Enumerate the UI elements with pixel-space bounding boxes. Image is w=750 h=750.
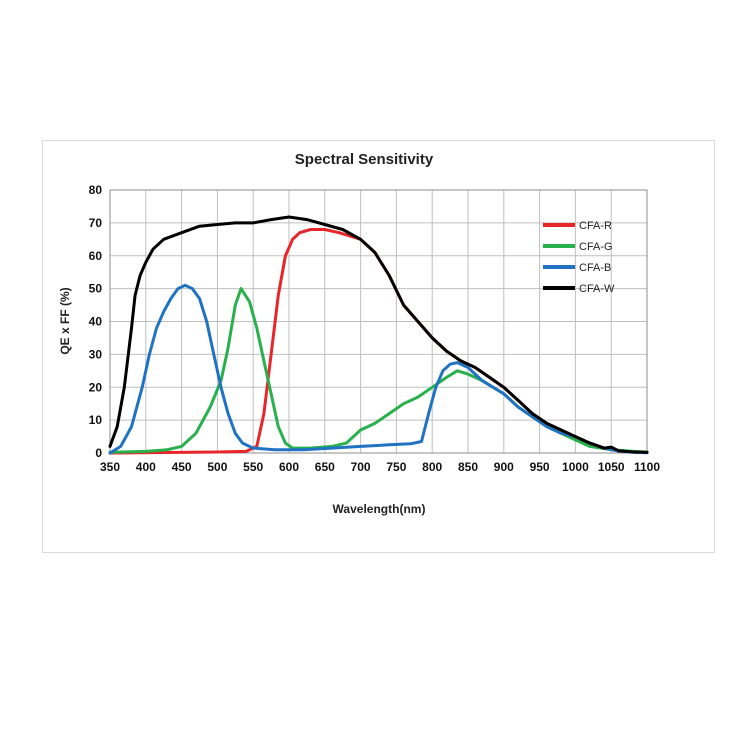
x-tick-label: 1100 <box>634 460 660 474</box>
x-tick-label: 750 <box>386 460 406 474</box>
y-tick-label: 10 <box>89 413 103 427</box>
series-layer <box>108 215 649 455</box>
series-line-cfa-g <box>108 287 649 454</box>
y-tick-label: 0 <box>95 446 102 460</box>
y-tick-label: 20 <box>89 380 103 394</box>
y-tick-label: 70 <box>89 216 103 230</box>
y-tick-label: 60 <box>89 249 103 263</box>
x-tick-label: 650 <box>315 460 335 474</box>
x-tick-label: 600 <box>279 460 299 474</box>
chart-svg: Spectral Sensitivity 350 400 450 500 550 600 6… <box>58 151 661 516</box>
x-tick-label: 550 <box>243 460 263 474</box>
x-tick-label: 450 <box>172 460 192 474</box>
x-tick-label: 700 <box>351 460 371 474</box>
x-tick-label: 800 <box>422 460 442 474</box>
legend-label: CFA-R <box>579 220 612 232</box>
x-tick-label: 1050 <box>598 460 625 474</box>
chart-title: Spectral Sensitivity <box>295 151 434 168</box>
chart-frame: Spectral Sensitivity 350 400 450 500 550 600 6… <box>42 140 715 553</box>
x-axis-label: Wavelength(nm) <box>333 502 426 516</box>
legend-label: CFA-B <box>579 262 611 274</box>
x-tick-label: 850 <box>458 460 478 474</box>
x-tick-label: 950 <box>530 460 550 474</box>
plot-border <box>109 189 648 454</box>
x-tick-label: 350 <box>100 460 120 474</box>
series-line-cfa-w <box>108 215 649 454</box>
y-tick-label: 80 <box>89 183 103 197</box>
x-tick-label: 900 <box>494 460 514 474</box>
y-tick-label: 40 <box>89 315 103 329</box>
x-tick-label: 1000 <box>562 460 589 474</box>
legend: CFA-R CFA-G CFA-B CFA-W <box>543 220 615 295</box>
x-tick-label: 400 <box>136 460 156 474</box>
legend-label: CFA-W <box>579 283 615 295</box>
x-tick-label: 500 <box>207 460 227 474</box>
y-tick-label: 30 <box>89 347 103 361</box>
legend-label: CFA-G <box>579 241 613 253</box>
y-axis-label: QE x FF (%) <box>58 287 72 354</box>
tick-labels: 350 400 450 500 550 600 650 700 750 800 850 900 950 1… <box>89 183 661 474</box>
y-tick-label: 50 <box>89 282 103 296</box>
series-line-cfa-b <box>108 283 649 455</box>
